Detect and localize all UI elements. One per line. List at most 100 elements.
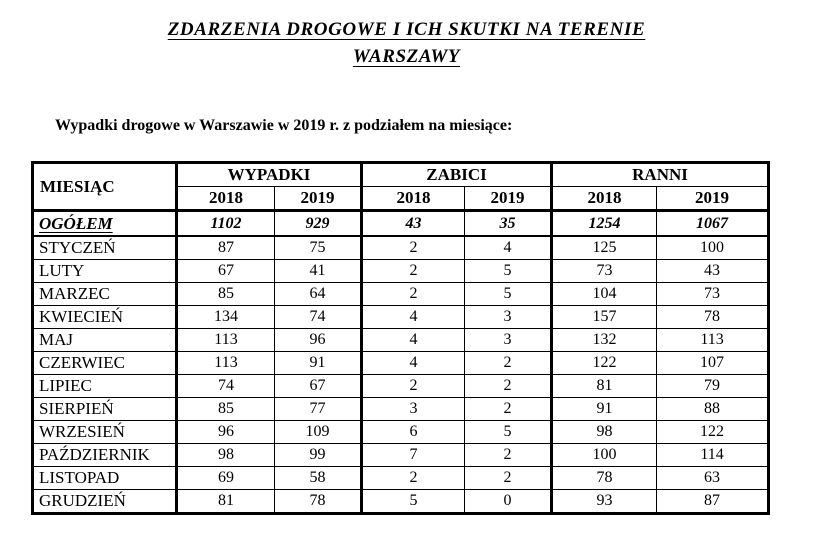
value-cell: 2 [360,282,466,306]
value-cell: 74 [273,305,363,329]
value-cell: 122 [550,351,658,375]
value-cell: 125 [550,235,658,260]
value-cell: 41 [273,259,363,283]
value-cell: 2 [360,466,466,490]
value-cell: 100 [656,235,770,260]
header-group-row: MIESIĄC WYPADKI ZABICI RANNI [32,162,770,212]
month-label: LISTOPAD [32,466,177,490]
value-cell: 85 [175,282,275,306]
value-cell: 78 [656,305,770,329]
value-cell: 5 [464,259,553,283]
month-label: WRZESIEŃ [32,420,177,444]
value-cell: 5 [464,282,553,306]
value-cell: 64 [273,282,363,306]
value-cell: 93 [550,489,658,514]
month-row: WRZESIEŃ 96 109 6 5 98 122 [32,420,770,444]
value-cell: 7 [360,443,466,467]
value-cell: 69 [175,466,275,490]
month-label: LIPIEC [32,374,177,398]
value-cell: 2 [464,374,553,398]
month-label: KWIECIEŃ [32,305,177,329]
month-label: GRUDZIEŃ [32,489,177,514]
value-cell: 4 [360,328,466,352]
value-cell: 74 [175,374,275,398]
value-cell: 81 [175,489,275,514]
col-group-zabici: ZABICI [360,162,553,187]
value-cell: 91 [273,351,363,375]
value-cell: 1102 [175,210,275,237]
month-row: SIERPIEŃ 85 77 3 2 91 88 [32,397,770,421]
page-title-line1: ZDARZENIA DROGOWE I ICH SKUTKI NA TERENI… [167,19,646,40]
month-label: PAŹDZIERNIK [32,443,177,467]
table-body: OGÓŁEM 1102 929 43 35 1254 1067 STYCZEŃ 87 75 2 4 12… [32,210,770,514]
value-cell: 63 [656,466,770,490]
value-cell: 5 [464,420,553,444]
total-row: OGÓŁEM 1102 929 43 35 1254 1067 [32,210,770,237]
value-cell: 113 [175,351,275,375]
month-row: CZERWIEC 113 91 4 2 122 107 [32,351,770,375]
value-cell: 1254 [550,210,658,237]
col-header-ranni-2018: 2018 [550,186,658,212]
value-cell: 77 [273,397,363,421]
value-cell: 67 [273,374,363,398]
month-label: STYCZEŃ [32,235,177,260]
value-cell: 3 [464,328,553,352]
value-cell: 929 [273,210,363,237]
value-cell: 43 [656,259,770,283]
value-cell: 87 [656,489,770,514]
value-cell: 107 [656,351,770,375]
value-cell: 1067 [656,210,770,237]
value-cell: 78 [273,489,363,514]
month-row: LISTOPAD 69 58 2 2 78 63 [32,466,770,490]
month-row: KWIECIEŃ 134 74 4 3 157 78 [32,305,770,329]
value-cell: 78 [550,466,658,490]
value-cell: 100 [550,443,658,467]
value-cell: 104 [550,282,658,306]
month-label: LUTY [32,259,177,283]
month-label: MAJ [32,328,177,352]
value-cell: 4 [464,235,553,260]
header-year-row: 2018 2019 2018 2019 2018 2019 [33,186,770,212]
value-cell: 73 [550,259,658,283]
col-group-wypadki: WYPADKI [174,162,363,187]
value-cell: 109 [273,420,363,444]
value-cell: 113 [175,328,275,352]
value-cell: 2 [464,351,553,375]
value-cell: 35 [464,210,553,237]
col-header-zabici-2018: 2018 [360,186,466,212]
value-cell: 91 [550,397,658,421]
value-cell: 2 [360,374,466,398]
value-cell: 122 [656,420,770,444]
value-cell: 79 [656,374,770,398]
value-cell: 157 [550,305,658,329]
month-label: MARZEC [32,282,177,306]
value-cell: 58 [273,466,363,490]
total-label: OGÓŁEM [32,210,177,237]
month-row: MAJ 113 96 4 3 132 113 [32,328,770,352]
value-cell: 75 [273,235,363,260]
value-cell: 5 [360,489,466,514]
col-group-ranni: RANNI [550,162,770,187]
value-cell: 87 [175,235,275,260]
value-cell: 3 [360,397,466,421]
value-cell: 2 [464,443,553,467]
page-title: ZDARZENIA DROGOWE I ICH SKUTKI NA TERENI… [40,16,773,70]
col-header-month: MIESIĄC [32,162,177,212]
value-cell: 88 [656,397,770,421]
col-header-wypadki-2019: 2019 [273,186,363,212]
month-row: MARZEC 85 64 2 5 104 73 [32,282,770,306]
value-cell: 67 [175,259,275,283]
value-cell: 2 [464,397,553,421]
value-cell: 2 [464,466,553,490]
month-row: GRUDZIEŃ 81 78 5 0 93 87 [32,489,770,514]
month-label: SIERPIEŃ [32,397,177,421]
col-header-zabici-2019: 2019 [464,186,553,212]
value-cell: 0 [464,489,553,514]
value-cell: 81 [550,374,658,398]
value-cell: 134 [175,305,275,329]
value-cell: 113 [656,328,770,352]
value-cell: 2 [360,235,466,260]
month-row: PAŹDZIERNIK 98 99 7 2 100 114 [32,443,770,467]
value-cell: 99 [273,443,363,467]
value-cell: 114 [656,443,770,467]
